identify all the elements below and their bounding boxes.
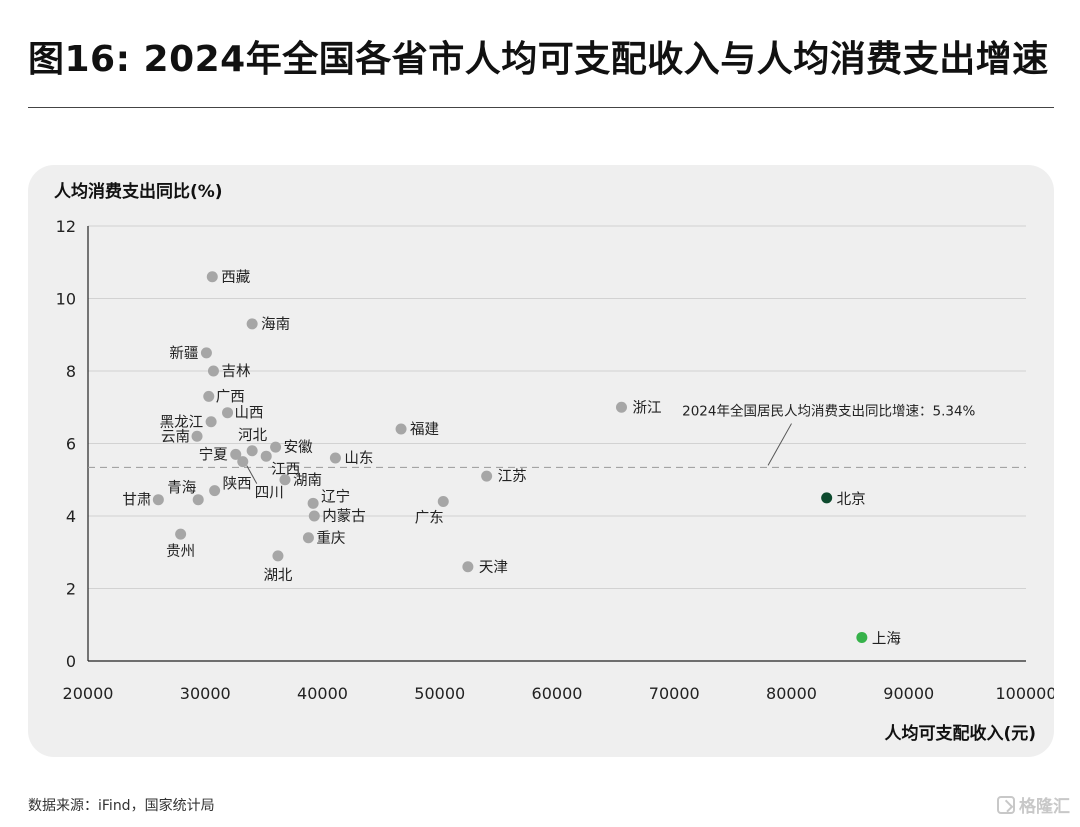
data-point — [230, 448, 242, 460]
data-point — [237, 456, 249, 468]
x-tick-label: 90000 — [883, 684, 934, 703]
data-label: 四川 — [255, 486, 284, 502]
data-point — [205, 416, 217, 428]
data-label: 黑龙江 — [160, 414, 204, 431]
data-label: 天津 — [479, 559, 508, 576]
data-label: 内蒙古 — [322, 508, 366, 525]
data-label: 山西 — [235, 405, 264, 422]
data-point — [175, 528, 187, 540]
data-point — [207, 365, 219, 377]
data-label: 陕西 — [223, 476, 252, 493]
y-tick-label: 6 — [66, 435, 76, 454]
data-point — [270, 441, 282, 453]
x-tick-label: 50000 — [414, 684, 465, 703]
y-tick-label: 2 — [66, 580, 76, 599]
x-tick-label: 80000 — [766, 684, 817, 703]
data-label: 河北 — [238, 427, 267, 444]
y-axis-title: 人均消费支出同比(%) — [54, 181, 223, 202]
data-point — [307, 497, 319, 509]
chart-panel: 0 2 4 6 8 10 12 20000 30000 40000 50000 60000 70000 8… — [28, 165, 1054, 757]
data-label: 北京 — [837, 491, 866, 508]
data-point — [203, 390, 215, 402]
data-label: 广东 — [415, 510, 444, 527]
scatter-chart: 0 2 4 6 8 10 12 20000 30000 40000 50000 60000 70000 8… — [54, 181, 1054, 744]
data-label: 海南 — [261, 316, 290, 333]
data-label: 贵州 — [166, 543, 195, 560]
chart-title: 图16: 2024年全国各省市人均可支配收入与人均消费支出增速 — [28, 39, 1049, 80]
data-label: 山东 — [344, 450, 373, 467]
data-point — [302, 532, 314, 544]
data-point — [200, 347, 212, 359]
y-tick-label: 8 — [66, 362, 76, 381]
data-label: 安徽 — [284, 439, 313, 456]
data-label: 浙江 — [632, 399, 661, 416]
data-point — [272, 550, 284, 562]
data-label: 辽宁 — [321, 488, 350, 505]
data-point — [437, 496, 449, 507]
data-point — [152, 494, 164, 506]
y-tick-label: 12 — [56, 217, 76, 236]
data-point — [209, 485, 221, 497]
data-point — [206, 271, 218, 283]
data-point — [246, 445, 258, 457]
data-label: 青海 — [167, 480, 196, 497]
x-axis-title: 人均可支配收入(元) — [884, 723, 1036, 744]
data-label: 上海 — [872, 630, 901, 647]
data-point — [462, 561, 474, 573]
title-divider — [28, 107, 1054, 108]
data-label: 吉林 — [221, 363, 250, 380]
x-tick-label: 20000 — [63, 684, 114, 703]
data-label: 西藏 — [221, 269, 250, 286]
data-point — [395, 423, 407, 435]
reference-line-label: 2024年全国居民人均消费支出同比增速：5.34% — [682, 403, 975, 420]
watermark-text: 格隆汇 — [1019, 797, 1070, 817]
data-label: 湖北 — [263, 567, 292, 584]
data-point — [615, 401, 627, 413]
y-tick-label: 10 — [56, 290, 76, 309]
x-tick-label: 60000 — [532, 684, 583, 703]
x-tick-label: 40000 — [297, 684, 348, 703]
label-leader-line — [246, 465, 258, 484]
data-point — [260, 450, 272, 462]
data-point — [192, 494, 204, 506]
data-point — [856, 631, 868, 643]
data-label: 云南 — [161, 428, 190, 445]
data-label: 福建 — [410, 421, 439, 438]
data-label: 宁夏 — [199, 446, 228, 463]
data-label: 新疆 — [169, 345, 198, 362]
data-point — [329, 452, 341, 464]
data-point — [191, 430, 203, 442]
data-label: 江西 — [271, 461, 300, 478]
watermark: 格隆汇 — [997, 792, 1070, 817]
x-tick-label: 100000 — [995, 684, 1054, 703]
data-label: 甘肃 — [122, 492, 151, 509]
data-label: 湖南 — [293, 472, 322, 489]
data-point — [481, 470, 493, 482]
reference-leader-line — [767, 423, 792, 466]
data-label: 江苏 — [498, 468, 527, 485]
watermark-logo-icon — [997, 795, 1015, 814]
x-tick-label: 30000 — [180, 684, 231, 703]
data-point — [308, 510, 320, 522]
data-point — [279, 474, 291, 486]
y-tick-label: 0 — [66, 652, 76, 671]
data-point — [246, 318, 258, 330]
data-label: 广西 — [216, 388, 245, 405]
data-point — [821, 492, 833, 504]
data-label: 重庆 — [316, 530, 345, 547]
x-tick-label: 70000 — [649, 684, 700, 703]
data-point — [222, 407, 234, 419]
y-tick-label: 4 — [66, 507, 76, 526]
source-note: 数据来源：iFind，国家统计局 — [28, 798, 215, 814]
